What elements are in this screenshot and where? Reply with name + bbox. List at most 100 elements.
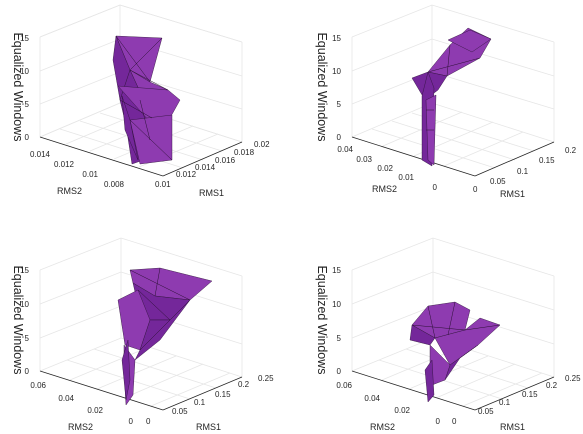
z-axis-label: Equalized Windows (315, 32, 329, 141)
z-tick-label: 5 (25, 100, 30, 109)
axis-line (162, 141, 243, 177)
mesh-edge (154, 267, 161, 297)
x-axis-label: RMS1 (500, 189, 525, 199)
y-tick-label: 0.06 (336, 381, 352, 390)
y-tick-label: 0.06 (30, 381, 46, 390)
mesh-edge (129, 269, 191, 301)
x-axis-label: RMS1 (500, 422, 525, 432)
grid-line (59, 128, 184, 169)
y-ticks: 0 0.01 0.02 0.03 0.04 (337, 145, 437, 192)
x-tick-label: 0.1 (517, 167, 529, 176)
y-tick-label: 0.012 (54, 160, 75, 169)
x-tick-label: 0.15 (215, 390, 231, 399)
x-tick-label: 0.05 (490, 177, 506, 186)
y-ticks: 0 0.02 0.04 0.06 (336, 381, 440, 426)
y-tick-label: 0.04 (337, 145, 353, 154)
x-tick-label: 0.1 (499, 398, 511, 407)
axis-line (351, 370, 476, 411)
mesh-edge (447, 301, 456, 336)
surface (112, 35, 181, 165)
y-axis-label: RMS2 (68, 422, 93, 432)
mesh-edge (137, 289, 171, 321)
grid-line (93, 348, 217, 389)
z-tick-label: 0 (25, 367, 30, 376)
surface-patch (121, 339, 131, 401)
grid-line (391, 120, 516, 161)
x-ticks: 0.01 0.012 0.014 0.016 0.018 0.02 (155, 140, 270, 189)
mesh-edge (119, 99, 153, 119)
x-ticks: 0 0.05 0.1 0.15 0.2 (473, 146, 577, 194)
x-axis-label: RMS1 (199, 188, 224, 198)
x-tick-label: 0.05 (172, 407, 188, 416)
x-tick-label: 0.25 (565, 374, 581, 383)
surface-patch (117, 85, 181, 123)
grid-line (351, 4, 555, 43)
axes-box (351, 4, 555, 177)
z-ticks: 0 5 10 15 (332, 34, 341, 142)
y-tick-label: 0.02 (394, 406, 410, 415)
grid-line (39, 102, 121, 138)
x-tick-label: 0.018 (234, 148, 255, 157)
x-tick-label: 0.016 (215, 156, 236, 165)
mesh-edge (115, 35, 151, 83)
mesh-edge (129, 119, 173, 161)
z-axis-label: Equalized Windows (11, 32, 25, 141)
mesh-edge (139, 299, 191, 351)
z-tick-label: 10 (332, 300, 341, 309)
grid-line (39, 4, 243, 43)
x-tick-label: 0.15 (539, 156, 555, 165)
z-tick-label: 0 (337, 133, 342, 142)
grid-line (96, 355, 177, 390)
z-tick-label: 0 (337, 367, 342, 376)
x-tick-label: 0.2 (546, 381, 558, 390)
grid-line (69, 346, 150, 381)
y-tick-label: 0 (433, 183, 438, 192)
z-ticks: 0 5 10 15 (332, 266, 341, 376)
surface-patch (424, 359, 435, 403)
axes-box (39, 237, 243, 411)
grid-line (443, 131, 524, 167)
grid-line (351, 71, 555, 110)
y-ticks: 0 0.02 0.04 0.06 (30, 381, 133, 426)
y-tick-label: 0.04 (58, 394, 74, 403)
surface (117, 267, 213, 406)
subplot-3: 0 5 10 15 Equalized Windows 0 0.02 0.04 … (11, 237, 274, 432)
x-tick-label: 0.01 (155, 180, 171, 189)
y-tick-label: 0.01 (82, 170, 98, 179)
mesh-edge (129, 69, 169, 91)
x-tick-label: 0 (452, 417, 457, 426)
x-tick-label: 0 (146, 417, 151, 426)
z-axis-label: Equalized Windows (315, 265, 329, 374)
y-tick-label: 0 (436, 417, 441, 426)
mesh-edge (446, 44, 451, 77)
x-tick-label: 0.05 (478, 407, 494, 416)
axis-line (351, 136, 476, 177)
x-tick-label: 0.2 (565, 146, 577, 155)
z-tick-label: 15 (20, 34, 29, 43)
x-tick-label: 0 (473, 185, 478, 194)
z-tick-label: 15 (332, 34, 341, 43)
z-tick-label: 10 (332, 67, 341, 76)
y-tick-label: 0.02 (377, 164, 393, 173)
axis-line (474, 141, 555, 177)
grid-line (435, 363, 516, 399)
axis-line (162, 376, 243, 411)
subplot-2: 0 5 10 15 Equalized Windows 0 0.01 0.02 … (315, 4, 577, 199)
x-tick-label: 0.02 (254, 140, 270, 149)
subplot-1: 0 5 10 15 Equalized Windows 0.008 0.01 0… (11, 4, 270, 198)
x-tick-label: 0.25 (258, 374, 274, 383)
x-ticks: 0 0.05 0.1 0.15 0.2 0.25 (452, 374, 581, 426)
z-tick-label: 15 (332, 266, 341, 275)
axis-line (39, 136, 164, 177)
y-axis-label: RMS2 (372, 184, 397, 194)
x-ticks: 0 0.05 0.1 0.15 0.2 0.25 (146, 374, 274, 426)
z-tick-label: 10 (20, 67, 29, 76)
grid-line (123, 363, 204, 399)
x-tick-label: 0.1 (194, 398, 206, 407)
y-tick-label: 0.014 (30, 150, 51, 159)
grid-line (405, 348, 529, 389)
x-tick-label: 0.014 (195, 163, 216, 172)
y-tick-label: 0 (129, 417, 134, 426)
axis-line (39, 370, 164, 411)
